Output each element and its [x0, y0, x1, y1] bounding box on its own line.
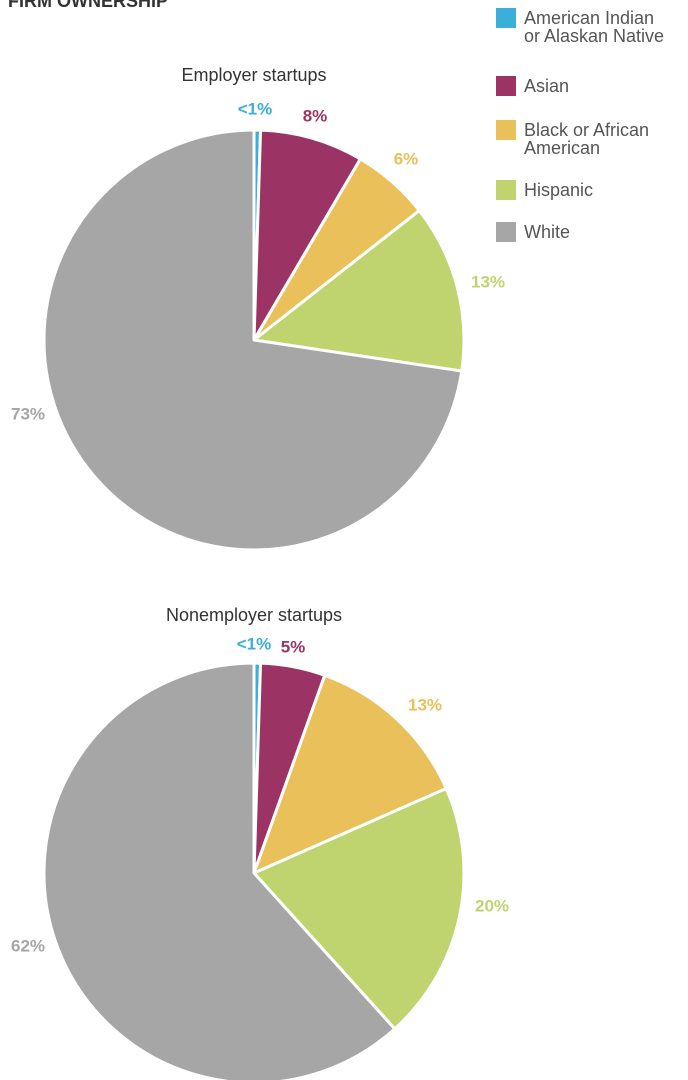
data-label: <1%	[237, 634, 272, 653]
pie-slice	[252, 786, 466, 1031]
legend-swatch	[496, 180, 516, 200]
pie-slice	[42, 661, 397, 1080]
data-label: <1%	[238, 99, 273, 118]
data-label: 20%	[475, 896, 509, 915]
data-label: 73%	[11, 404, 45, 423]
legend-swatch	[496, 120, 516, 140]
data-label: 5%	[281, 637, 306, 656]
legend-label: White	[524, 222, 571, 242]
legend-label: American Indian or Alaskan Native	[524, 8, 665, 46]
legend-swatch	[496, 222, 516, 242]
legend-label: Hispanic	[524, 180, 594, 200]
pie-title: Employer startups	[181, 65, 326, 85]
pie-slice	[252, 673, 448, 875]
legend-swatch	[496, 8, 516, 28]
page-title: FIRM OWNERSHIP	[8, 0, 168, 11]
data-label: 62%	[11, 936, 45, 955]
legend-swatch	[496, 76, 516, 96]
data-label: 13%	[408, 695, 442, 714]
legend-label: Asian	[524, 76, 570, 96]
data-label: 8%	[303, 106, 328, 125]
data-label: 13%	[471, 272, 505, 291]
data-label: 6%	[394, 149, 419, 168]
legend-label: Black or African American	[524, 120, 650, 158]
pie-slice	[252, 128, 362, 342]
pie-title: Nonemployer startups	[166, 605, 342, 625]
pie-slice	[42, 128, 464, 552]
pie-slice	[252, 209, 466, 373]
